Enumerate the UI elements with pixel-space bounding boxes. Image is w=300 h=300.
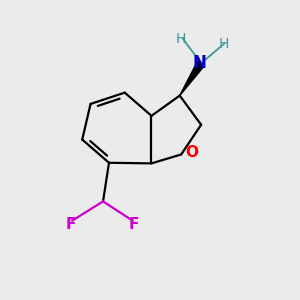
Polygon shape <box>180 61 205 96</box>
Text: H: H <box>219 37 230 51</box>
Text: F: F <box>65 217 76 232</box>
Text: O: O <box>185 146 198 160</box>
Text: F: F <box>129 217 140 232</box>
Text: H: H <box>176 32 186 46</box>
Text: N: N <box>193 54 207 72</box>
